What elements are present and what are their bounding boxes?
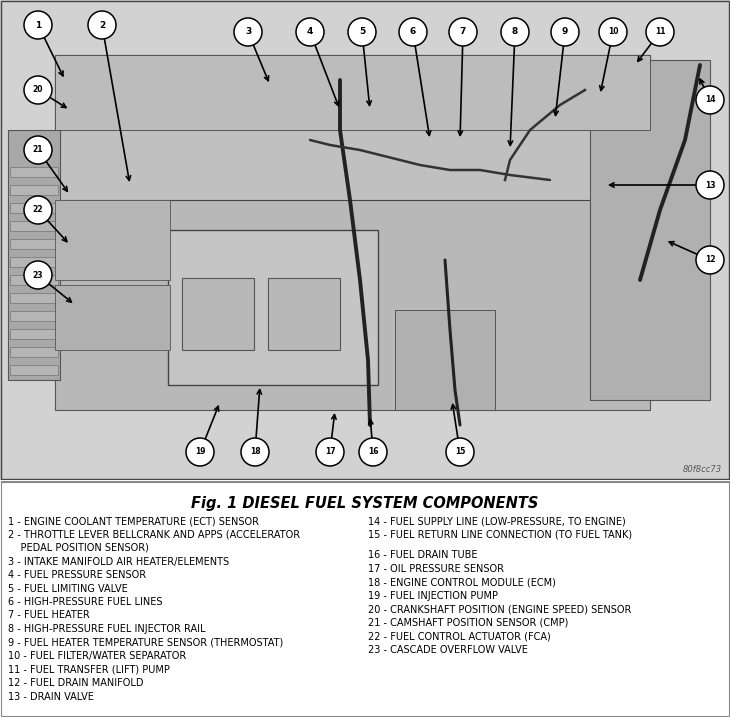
Circle shape (599, 18, 627, 46)
Text: 22 - FUEL CONTROL ACTUATOR (FCA): 22 - FUEL CONTROL ACTUATOR (FCA) (368, 632, 550, 642)
Text: 5 - FUEL LIMITING VALVE: 5 - FUEL LIMITING VALVE (8, 584, 128, 594)
Bar (395, 310, 495, 410)
Text: 21: 21 (33, 146, 43, 154)
Text: 16: 16 (368, 447, 378, 457)
Text: 14 - FUEL SUPPLY LINE (LOW-PRESSURE, TO ENGINE): 14 - FUEL SUPPLY LINE (LOW-PRESSURE, TO … (368, 516, 626, 526)
Text: 10 - FUEL FILTER/WATER SEPARATOR: 10 - FUEL FILTER/WATER SEPARATOR (8, 651, 186, 661)
Bar (590, 60, 710, 400)
Text: 1: 1 (35, 21, 41, 29)
Circle shape (316, 438, 344, 466)
Text: 15 - FUEL RETURN LINE CONNECTION (TO FUEL TANK): 15 - FUEL RETURN LINE CONNECTION (TO FUE… (368, 529, 632, 539)
Bar (10, 221, 58, 231)
Text: 13 - DRAIN VALVE: 13 - DRAIN VALVE (8, 691, 94, 701)
Bar (182, 278, 254, 350)
Circle shape (696, 171, 724, 199)
Text: 20: 20 (33, 85, 43, 95)
Text: 2 - THROTTLE LEVER BELLCRANK AND APPS (ACCELERATOR: 2 - THROTTLE LEVER BELLCRANK AND APPS (A… (8, 529, 300, 539)
Text: 18: 18 (250, 447, 261, 457)
Text: 22: 22 (33, 206, 43, 214)
Text: 7 - FUEL HEATER: 7 - FUEL HEATER (8, 610, 90, 620)
Text: Fig. 1 DIESEL FUEL SYSTEM COMPONENTS: Fig. 1 DIESEL FUEL SYSTEM COMPONENTS (191, 496, 539, 511)
Text: 15: 15 (455, 447, 465, 457)
Text: 19: 19 (195, 447, 205, 457)
Bar (10, 257, 58, 267)
Text: 11 - FUEL TRANSFER (LIFT) PUMP: 11 - FUEL TRANSFER (LIFT) PUMP (8, 665, 170, 675)
Circle shape (446, 438, 474, 466)
Text: 11: 11 (655, 27, 665, 37)
Text: 18 - ENGINE CONTROL MODULE (ECM): 18 - ENGINE CONTROL MODULE (ECM) (368, 577, 556, 587)
Circle shape (24, 76, 52, 104)
Circle shape (24, 136, 52, 164)
Text: PEDAL POSITION SENSOR): PEDAL POSITION SENSOR) (8, 543, 149, 553)
Text: 4 - FUEL PRESSURE SENSOR: 4 - FUEL PRESSURE SENSOR (8, 570, 146, 580)
Text: 80f8cc73: 80f8cc73 (683, 465, 722, 474)
Circle shape (24, 11, 52, 39)
Circle shape (88, 11, 116, 39)
Bar (168, 230, 378, 385)
Text: 7: 7 (460, 27, 466, 37)
Circle shape (24, 196, 52, 224)
Bar (10, 185, 58, 195)
Bar (10, 347, 58, 357)
Bar (10, 275, 58, 285)
Circle shape (449, 18, 477, 46)
Text: 20 - CRANKSHAFT POSITION (ENGINE SPEED) SENSOR: 20 - CRANKSHAFT POSITION (ENGINE SPEED) … (368, 604, 631, 614)
Circle shape (399, 18, 427, 46)
Text: 16 - FUEL DRAIN TUBE: 16 - FUEL DRAIN TUBE (368, 551, 477, 561)
Circle shape (296, 18, 324, 46)
Text: 10: 10 (608, 27, 618, 37)
Text: 19 - FUEL INJECTION PUMP: 19 - FUEL INJECTION PUMP (368, 591, 498, 601)
Text: 14: 14 (704, 95, 715, 105)
Text: 8: 8 (512, 27, 518, 37)
Text: 6: 6 (410, 27, 416, 37)
Bar (268, 278, 340, 350)
Text: 13: 13 (704, 181, 715, 189)
Bar (55, 55, 650, 200)
Bar (8, 130, 60, 380)
Bar (10, 365, 58, 375)
Circle shape (646, 18, 674, 46)
Circle shape (551, 18, 579, 46)
Text: 3 - INTAKE MANIFOLD AIR HEATER/ELEMENTS: 3 - INTAKE MANIFOLD AIR HEATER/ELEMENTS (8, 556, 229, 566)
Text: 12: 12 (704, 255, 715, 265)
Circle shape (501, 18, 529, 46)
Text: 3: 3 (245, 27, 251, 37)
Bar (55, 200, 170, 280)
Bar (10, 311, 58, 321)
Bar (10, 203, 58, 213)
Circle shape (241, 438, 269, 466)
Circle shape (186, 438, 214, 466)
Bar (10, 167, 58, 177)
Text: 8 - HIGH-PRESSURE FUEL INJECTOR RAIL: 8 - HIGH-PRESSURE FUEL INJECTOR RAIL (8, 624, 206, 634)
Text: 12 - FUEL DRAIN MANIFOLD: 12 - FUEL DRAIN MANIFOLD (8, 678, 144, 688)
Circle shape (696, 246, 724, 274)
Text: 21 - CAMSHAFT POSITION SENSOR (CMP): 21 - CAMSHAFT POSITION SENSOR (CMP) (368, 618, 569, 628)
Bar (55, 55, 650, 410)
Text: 6 - HIGH-PRESSURE FUEL LINES: 6 - HIGH-PRESSURE FUEL LINES (8, 597, 163, 607)
Text: 9 - FUEL HEATER TEMPERATURE SENSOR (THERMOSTAT): 9 - FUEL HEATER TEMPERATURE SENSOR (THER… (8, 637, 283, 647)
Text: 17: 17 (325, 447, 335, 457)
Circle shape (24, 261, 52, 289)
Bar (10, 329, 58, 339)
Circle shape (696, 86, 724, 114)
Text: 23: 23 (33, 270, 43, 280)
Text: 9: 9 (562, 27, 568, 37)
Circle shape (359, 438, 387, 466)
Bar (55, 55, 650, 130)
Text: 1 - ENGINE COOLANT TEMPERATURE (ECT) SENSOR: 1 - ENGINE COOLANT TEMPERATURE (ECT) SEN… (8, 516, 259, 526)
Circle shape (234, 18, 262, 46)
Text: 2: 2 (99, 21, 105, 29)
Bar (55, 285, 170, 350)
Text: 23 - CASCADE OVERFLOW VALVE: 23 - CASCADE OVERFLOW VALVE (368, 645, 528, 655)
Text: 4: 4 (307, 27, 313, 37)
Text: 17 - OIL PRESSURE SENSOR: 17 - OIL PRESSURE SENSOR (368, 564, 504, 574)
Circle shape (348, 18, 376, 46)
Bar (10, 239, 58, 249)
Text: 5: 5 (359, 27, 365, 37)
Bar (10, 293, 58, 303)
